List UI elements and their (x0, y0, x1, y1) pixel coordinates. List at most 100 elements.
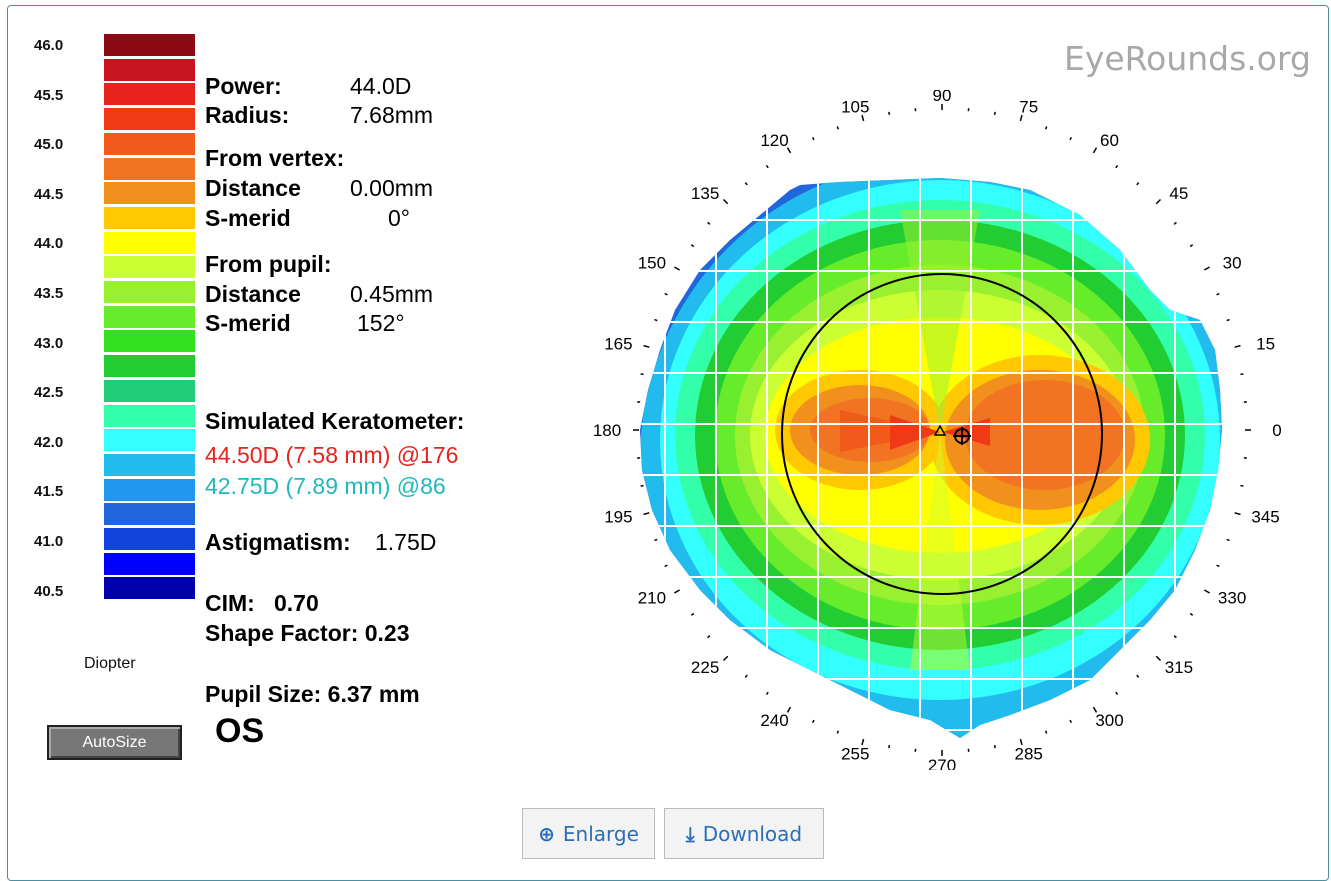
angle-tick (674, 590, 679, 593)
pupil-smerid-value: 152° (357, 310, 405, 337)
angle-tick (1204, 267, 1209, 270)
power-label: Power: (205, 73, 282, 100)
angle-label: 0 (1272, 421, 1281, 440)
angle-tick (1227, 320, 1230, 321)
angle-tick (1046, 126, 1047, 129)
angle-tick (1116, 165, 1118, 167)
scale-swatch (104, 528, 195, 550)
scale-label: 42.5 (34, 384, 63, 401)
vertex-smerid-value: 0° (388, 205, 410, 232)
angle-label: 150 (638, 254, 666, 273)
angle-tick (889, 112, 890, 115)
from-pupil-heading: From pupil: (205, 251, 331, 278)
angle-tick (995, 745, 996, 748)
simk-flat: 42.75D (7.89 mm) @86 (205, 473, 446, 500)
radius-label: Radius: (205, 102, 289, 129)
radius-value: 7.68mm (350, 102, 433, 129)
angle-label: 30 (1223, 254, 1242, 273)
angle-tick (708, 222, 710, 224)
angle-tick (1070, 137, 1071, 140)
angle-tick (641, 374, 644, 375)
angle-tick (1217, 565, 1220, 566)
angle-label: 180 (593, 421, 621, 440)
scale-swatch (104, 577, 195, 599)
scale-swatch (104, 133, 195, 155)
angle-label: 255 (841, 745, 869, 764)
vertex-distance-value: 0.00mm (350, 175, 433, 202)
angle-label: 120 (760, 131, 788, 150)
angle-tick (1174, 636, 1176, 638)
scale-swatch (104, 479, 195, 501)
scale-label: 43.0 (34, 335, 63, 352)
scale-swatch (104, 182, 195, 204)
scale-label: 41.0 (34, 533, 63, 550)
angle-label: 210 (638, 589, 666, 608)
scale-swatch (104, 429, 195, 451)
angle-label: 345 (1251, 508, 1279, 527)
scale-swatch (104, 232, 195, 254)
scale-swatch (104, 380, 195, 402)
angle-tick (641, 486, 644, 487)
from-vertex-heading: From vertex: (205, 145, 344, 172)
angle-tick (691, 245, 693, 247)
angle-tick (1174, 222, 1176, 224)
scale-swatch (104, 405, 195, 427)
angle-tick (654, 539, 657, 540)
angle-label: 300 (1095, 711, 1123, 730)
angle-tick (708, 636, 710, 638)
angle-tick (1137, 675, 1139, 677)
scale-label: 45.0 (34, 136, 63, 153)
simk-title: Simulated Keratometer: (205, 408, 464, 435)
angle-tick (1235, 346, 1241, 348)
scale-swatch (104, 503, 195, 525)
scale-swatch (104, 256, 195, 278)
shape-factor: Shape Factor: 0.23 (205, 620, 410, 647)
angle-label: 60 (1100, 131, 1119, 150)
angle-label: 45 (1169, 184, 1188, 203)
angle-tick (691, 614, 693, 616)
scale-swatch (104, 355, 195, 377)
angle-tick (813, 137, 814, 140)
autosize-button[interactable]: AutoSize (47, 725, 182, 760)
angle-tick (837, 731, 838, 734)
simk-steep: 44.50D (7.58 mm) @176 (205, 442, 458, 469)
angle-tick (1217, 293, 1220, 294)
angle-label: 330 (1218, 589, 1246, 608)
download-button[interactable]: ⤓ Download (664, 808, 824, 859)
scale-label: 42.0 (34, 434, 63, 451)
topography-map: 0153045607590105120135150165180195210225… (590, 90, 1290, 770)
eye-label: OS (215, 712, 264, 751)
scale-label: 41.5 (34, 483, 63, 500)
angle-tick (1156, 199, 1160, 203)
scale-label: 40.5 (34, 583, 63, 600)
watermark: EyeRounds.org (1064, 39, 1311, 78)
angle-label: 195 (604, 508, 632, 527)
vertex-smerid-label: S-merid (205, 205, 291, 232)
angle-tick (837, 126, 838, 129)
enlarge-button[interactable]: ⊕ Enlarge (522, 808, 655, 859)
scale-swatch (104, 83, 195, 105)
cim-value: CIM: 0.70 (205, 590, 319, 617)
angle-tick (766, 165, 768, 167)
download-icon: ⤓ (686, 822, 695, 846)
angle-tick (1235, 513, 1241, 515)
scale-swatch (104, 306, 195, 328)
angle-tick (1190, 245, 1192, 247)
angle-tick (1240, 486, 1243, 487)
pupil-distance-value: 0.45mm (350, 281, 433, 308)
scale-swatch (104, 207, 195, 229)
angle-label: 165 (604, 334, 632, 353)
angle-tick (665, 565, 668, 566)
scale-swatch (104, 330, 195, 352)
angle-tick (1116, 692, 1118, 694)
angle-tick (674, 267, 679, 270)
angle-tick (665, 293, 668, 294)
angle-label: 270 (928, 756, 956, 770)
scale-label: 44.5 (34, 186, 63, 203)
angle-label: 285 (1015, 745, 1043, 764)
angle-label: 225 (691, 658, 719, 677)
scale-swatch (104, 454, 195, 476)
scale-swatch (104, 553, 195, 575)
angle-label: 240 (760, 711, 788, 730)
pupil-size: Pupil Size: 6.37 mm (205, 681, 420, 708)
